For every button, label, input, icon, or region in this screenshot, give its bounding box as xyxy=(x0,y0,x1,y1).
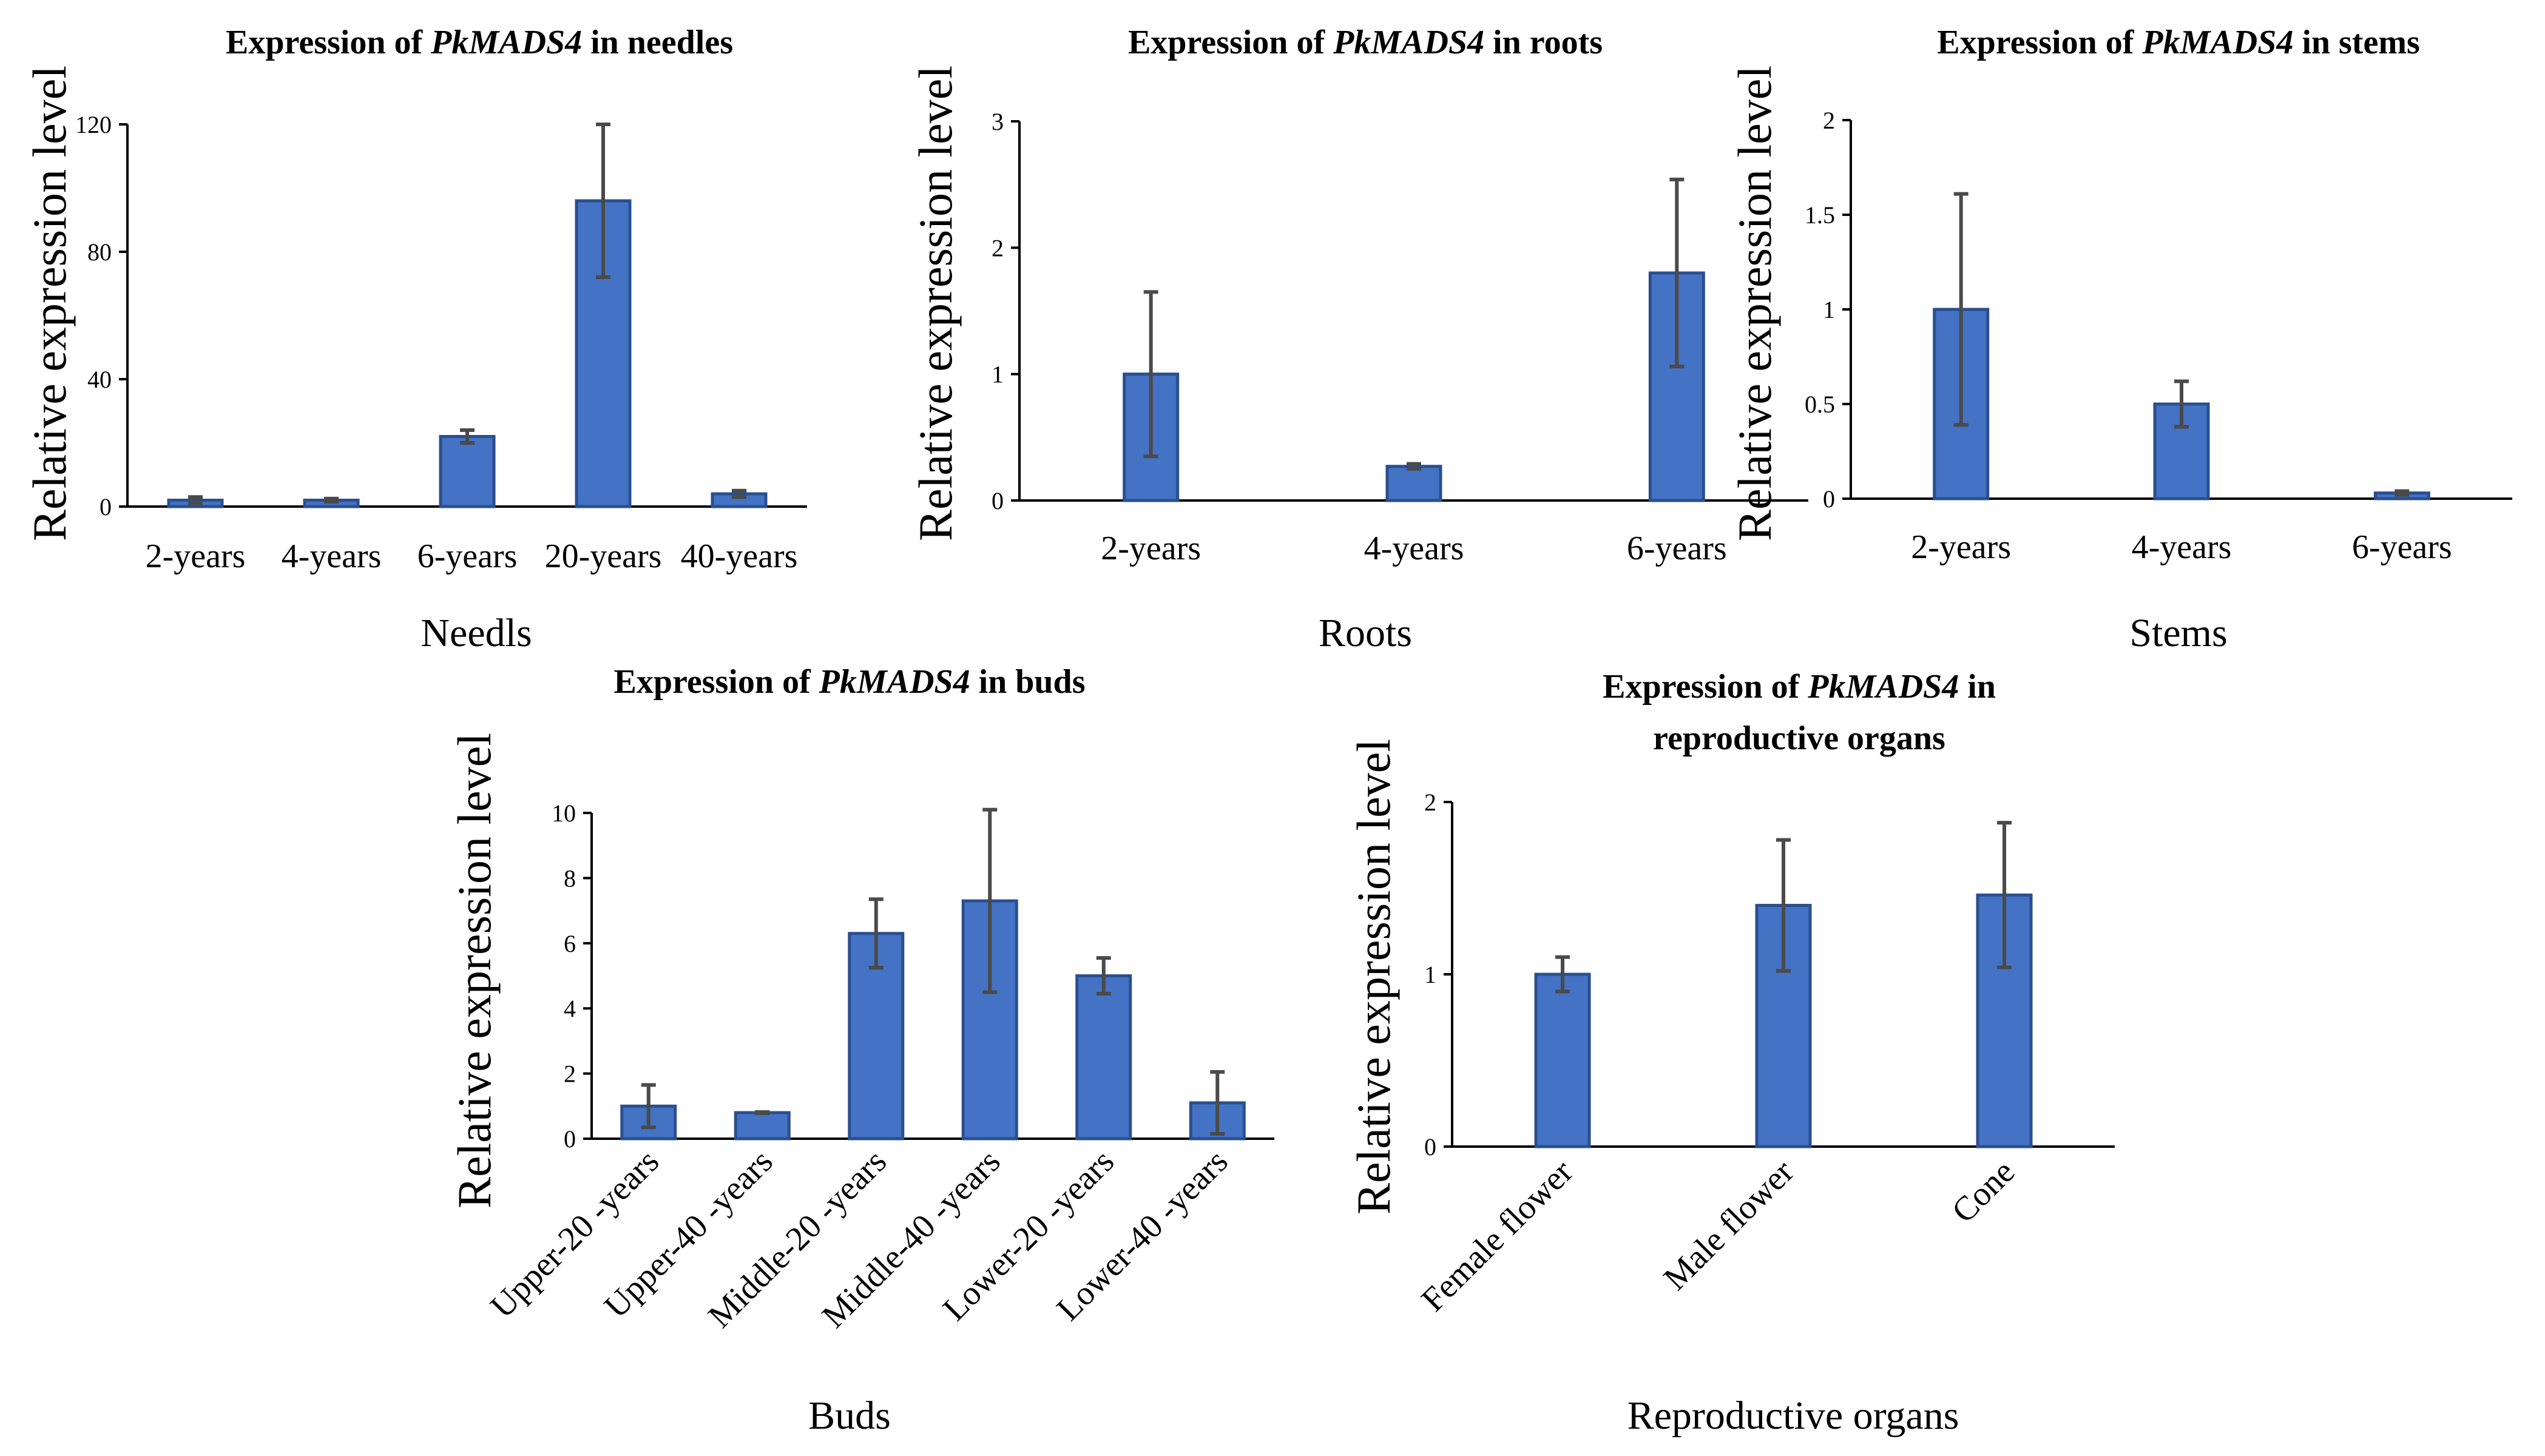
category-label: 2-years xyxy=(1911,528,2011,566)
error-bar xyxy=(1555,955,1570,994)
y-tick-label: 120 xyxy=(75,111,112,138)
y-tick-label: 8 xyxy=(564,864,576,892)
chart-5: Expression of PkMADS4 in reproductive org… xyxy=(1347,668,2115,1438)
y-tick-label: 1.5 xyxy=(1805,201,1835,229)
y-tick-label: 2 xyxy=(564,1060,576,1088)
y-tick-label: 1 xyxy=(1424,961,1436,988)
x-axis-label: Buds xyxy=(808,1394,891,1438)
y-tick-label: 2 xyxy=(1823,107,1835,134)
error-bar xyxy=(188,495,203,505)
y-tick-label: 6 xyxy=(564,930,576,957)
category-label: Female flower xyxy=(1414,1153,1581,1319)
category-label: 40-years xyxy=(681,538,798,575)
chart-4: Expression of PkMADS4 in buds Relative ex… xyxy=(448,663,1274,1438)
category-label: 4-years xyxy=(282,538,382,575)
error-bar xyxy=(755,1110,770,1116)
bar-4-years xyxy=(1385,465,1442,502)
error-bar xyxy=(596,123,610,279)
y-tick-label: 10 xyxy=(552,800,576,827)
chart-2: Expression of PkMADS4 in roots Relative e… xyxy=(909,24,1808,655)
error-bar xyxy=(982,807,998,994)
y-tick-label: 40 xyxy=(87,366,112,393)
y-tick-label: 0 xyxy=(564,1125,576,1153)
y-tick-label: 80 xyxy=(87,238,112,266)
error-bar xyxy=(1669,177,1685,369)
y-tick-label: 0 xyxy=(1823,485,1835,513)
error-bar xyxy=(1407,462,1421,471)
chart-title: Expression of PkMADS4 in roots xyxy=(1128,24,1603,61)
y-axis-label: Relative expression level xyxy=(23,66,76,541)
category-label: Cone xyxy=(1945,1153,2022,1230)
category-label: 6-years xyxy=(2352,528,2452,566)
error-bar xyxy=(1210,1070,1225,1136)
y-tick-label: 0 xyxy=(1424,1133,1436,1161)
error-bar xyxy=(1096,956,1111,996)
y-axis-label: Relative expression level xyxy=(1728,66,1781,541)
chart-title-line2: reproductive organs xyxy=(1653,720,1945,757)
category-label: 20-years xyxy=(545,538,662,575)
bar-female-flower xyxy=(1534,972,1591,1148)
y-tick-label: 1 xyxy=(992,361,1004,388)
error-bar xyxy=(1953,192,1969,427)
category-label: Male flower xyxy=(1657,1153,1802,1298)
category-label: 6-years xyxy=(1627,530,1727,567)
category-label: 4-years xyxy=(2132,528,2232,566)
error-bar xyxy=(1997,821,2012,969)
chart-title: Expression of PkMADS4 in buds xyxy=(613,663,1085,701)
bar-lower-20-years xyxy=(1075,974,1132,1141)
category-label: 2-years xyxy=(146,538,246,575)
y-tick-label: 3 xyxy=(992,108,1004,135)
category-label: 2-years xyxy=(1101,530,1201,567)
y-tick-label: 2 xyxy=(1424,789,1436,816)
error-bar xyxy=(641,1083,656,1130)
bar-upper-40-years xyxy=(734,1111,791,1141)
y-axis-label: Relative expression level xyxy=(909,66,962,541)
y-tick-label: 0.5 xyxy=(1805,391,1835,418)
error-bar xyxy=(2174,379,2189,429)
error-bar xyxy=(460,428,475,445)
y-tick-label: 4 xyxy=(564,995,576,1022)
error-bar xyxy=(868,897,884,970)
y-tick-label: 1 xyxy=(1823,296,1835,323)
bar-6-years xyxy=(439,435,496,508)
y-tick-label: 0 xyxy=(992,487,1004,514)
y-tick-label: 0 xyxy=(100,493,112,521)
x-axis-label: Stems xyxy=(2129,611,2227,655)
x-axis-label: Needls xyxy=(421,611,532,655)
error-bar xyxy=(1776,838,1791,973)
chart-title: Expression of PkMADS4 in xyxy=(1603,668,1996,706)
chart-3: Expression of PkMADS4 in stems Relative e… xyxy=(1728,24,2512,655)
chart-title: Expression of PkMADS4 in needles xyxy=(226,24,733,61)
x-axis-label: Roots xyxy=(1319,611,1412,655)
chart-title: Expression of PkMADS4 in stems xyxy=(1937,24,2420,61)
category-label: 4-years xyxy=(1364,530,1464,567)
y-axis-label: Relative expression level xyxy=(1347,739,1400,1215)
error-bar xyxy=(732,488,746,499)
chart-1: Expression of PkMADS4 in needles Relative… xyxy=(23,24,807,655)
category-label: 6-years xyxy=(417,538,518,575)
x-axis-label: Reproductive organs xyxy=(1627,1394,1959,1438)
error-bar xyxy=(324,496,339,504)
y-tick-label: 2 xyxy=(992,234,1004,261)
error-bar xyxy=(2395,489,2410,497)
error-bar xyxy=(1143,290,1158,459)
y-axis-label: Relative expression level xyxy=(448,733,501,1208)
